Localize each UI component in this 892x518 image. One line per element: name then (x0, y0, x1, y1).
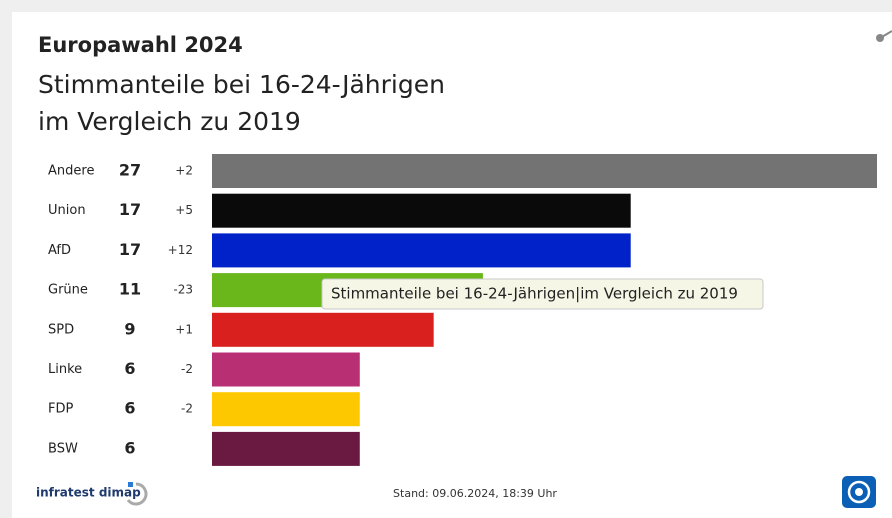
value-label: 17 (119, 200, 141, 219)
change-label: +12 (168, 243, 193, 257)
tooltip: Stimmanteile bei 16-24-Jährigen|im Vergl… (321, 278, 764, 310)
bar (212, 233, 631, 268)
broadcaster-logo[interactable] (842, 476, 876, 508)
value-label: 17 (119, 240, 141, 259)
logo-arc (126, 482, 148, 506)
change-label: -2 (181, 362, 193, 376)
tooltip-box (321, 278, 764, 310)
change-label: -23 (173, 283, 193, 297)
bar (212, 431, 360, 466)
chart-subtitle: Stimmanteile bei 16-24-Jährigen (38, 70, 445, 99)
category-label: FDP (48, 402, 73, 417)
bar (212, 154, 877, 188)
share-line (879, 30, 892, 39)
value-label: 27 (119, 161, 141, 180)
bar (212, 193, 631, 228)
value-label: 6 (124, 399, 135, 418)
change-label: +5 (175, 203, 193, 217)
value-label: 6 (124, 438, 135, 457)
share-icon[interactable] (876, 30, 892, 42)
bar (212, 392, 360, 427)
logo-square (128, 482, 133, 487)
category-label: AfD (48, 243, 71, 258)
category-label: Andere (48, 164, 94, 179)
category-label: SPD (48, 322, 74, 337)
value-label: 11 (119, 280, 141, 299)
category-label: Union (48, 203, 86, 218)
change-label: -2 (181, 402, 193, 416)
logo-ring (847, 480, 871, 504)
change-label: +1 (175, 322, 193, 336)
chart-title: Europawahl 2024 (38, 33, 243, 57)
logo-core (855, 488, 863, 496)
change-label: +2 (175, 164, 193, 178)
bar (212, 352, 360, 387)
value-label: 6 (124, 359, 135, 378)
source-logo (126, 482, 148, 506)
tooltip-text: Stimmanteile bei 16-24-Jährigen|im Vergl… (331, 285, 738, 303)
category-label: BSW (48, 441, 78, 456)
source: infratest dimap (36, 486, 141, 500)
chart-subtitle: im Vergleich zu 2019 (38, 107, 301, 136)
category-label: Grüne (48, 283, 88, 298)
bar (212, 312, 434, 347)
footer: Stand: 09.06.2024, 18:39 Uhr (393, 487, 557, 500)
rows: Andere 27 +2 Union 17 +5 AfD 17 +12 Grüne 11 -23 SPD… (48, 154, 877, 466)
category-label: Linke (48, 362, 82, 377)
value-label: 9 (124, 319, 135, 338)
